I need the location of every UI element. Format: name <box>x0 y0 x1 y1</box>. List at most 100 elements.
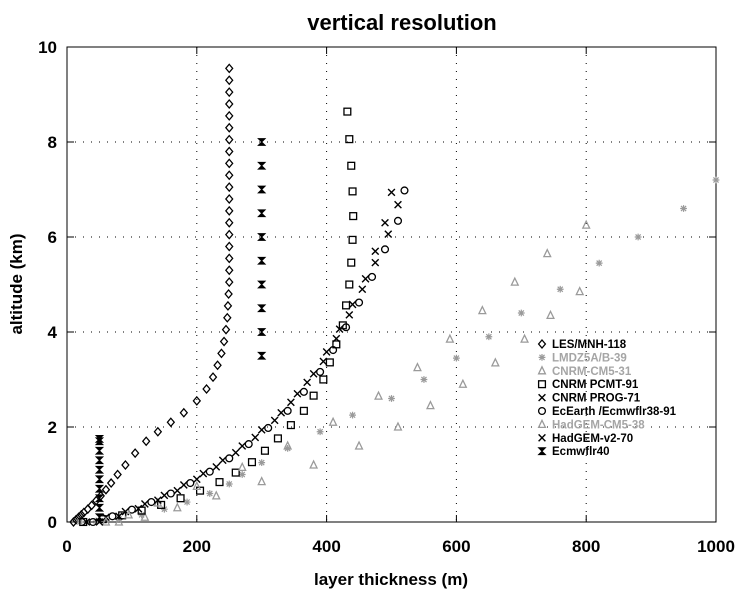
x-tick-label: 800 <box>572 537 600 556</box>
data-point <box>283 440 293 450</box>
data-point <box>581 219 591 229</box>
data-point <box>224 205 234 216</box>
data-point <box>257 328 267 336</box>
data-point <box>94 434 105 443</box>
data-point <box>345 311 354 319</box>
data-point <box>153 496 162 505</box>
data-point <box>224 122 234 133</box>
data-point <box>94 446 105 455</box>
data-point <box>179 481 188 489</box>
data-point <box>345 280 354 289</box>
data-point <box>71 514 81 525</box>
series-3 <box>114 286 585 526</box>
data-point <box>453 354 460 362</box>
data-point <box>140 511 150 521</box>
data-point <box>208 372 218 383</box>
data-point <box>257 185 267 194</box>
data-point <box>82 518 91 526</box>
data-point <box>329 345 338 355</box>
data-point <box>257 233 267 241</box>
data-point <box>400 186 409 195</box>
data-point <box>342 323 351 332</box>
data-point <box>393 216 403 225</box>
data-point <box>257 209 267 218</box>
legend-marker <box>538 354 546 361</box>
data-point <box>316 367 325 376</box>
data-point <box>195 486 205 495</box>
data-point <box>88 517 98 527</box>
data-point <box>680 205 687 212</box>
data-point <box>224 158 234 169</box>
data-point <box>387 188 396 197</box>
legend-label: CNRM PCMT-91 <box>552 379 639 391</box>
data-point <box>192 395 202 406</box>
data-point <box>224 98 234 110</box>
data-point <box>183 498 191 506</box>
data-point <box>270 416 279 425</box>
data-point <box>211 490 221 500</box>
data-point <box>260 446 269 455</box>
data-point <box>380 245 390 254</box>
data-point <box>127 505 136 514</box>
data-point <box>299 387 308 396</box>
y-tick-label: 0 <box>48 513 57 532</box>
y-tick-label: 2 <box>48 418 57 437</box>
data-point <box>319 357 328 366</box>
data-point <box>114 516 124 526</box>
data-point <box>69 516 78 528</box>
data-point <box>347 161 356 170</box>
data-point <box>215 478 224 487</box>
data-point <box>361 274 370 283</box>
x-axis-label: layer thickness (m) <box>314 570 468 589</box>
data-point <box>87 500 96 511</box>
data-point <box>134 504 143 513</box>
data-point <box>342 301 351 310</box>
y-axis-label: altitude (km) <box>7 233 26 334</box>
axis-ticks <box>66 46 717 523</box>
legend-label: LES/MNH-118 <box>552 339 627 351</box>
data-point <box>251 433 260 442</box>
data-point <box>113 469 122 480</box>
series-layer <box>69 63 720 528</box>
y-tick-label: 4 <box>48 323 58 342</box>
data-point <box>309 391 318 400</box>
data-point <box>420 376 428 383</box>
data-point <box>101 516 111 526</box>
data-point <box>94 503 105 512</box>
data-point <box>354 298 364 307</box>
data-point <box>224 75 234 86</box>
data-point <box>257 280 267 289</box>
data-point <box>556 285 564 293</box>
legend-marker <box>537 406 547 416</box>
data-point <box>217 348 226 359</box>
data-point <box>388 395 395 402</box>
data-point <box>349 411 356 419</box>
data-point <box>94 494 105 503</box>
data-point <box>712 176 720 184</box>
data-point <box>224 134 234 145</box>
data-point <box>223 312 232 323</box>
series-2 <box>76 176 720 526</box>
data-point <box>223 300 233 311</box>
data-point <box>520 333 529 343</box>
data-point <box>371 247 380 256</box>
legend-marker <box>537 447 547 456</box>
data-point <box>147 497 156 507</box>
data-point <box>94 456 105 465</box>
data-point <box>316 428 324 436</box>
plot-area <box>66 46 720 528</box>
data-point <box>166 489 175 498</box>
legend-marker <box>538 433 546 442</box>
data-point <box>225 480 233 488</box>
data-point <box>130 448 140 459</box>
data-point <box>257 138 267 146</box>
data-point <box>322 348 331 356</box>
data-point <box>218 456 227 465</box>
data-point <box>299 406 308 415</box>
data-point <box>176 494 185 503</box>
data-point <box>384 230 393 239</box>
data-point <box>247 458 257 467</box>
data-point <box>426 400 435 410</box>
